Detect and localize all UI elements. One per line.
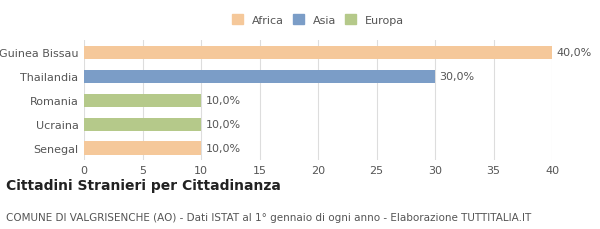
Text: 30,0%: 30,0% — [440, 72, 475, 82]
Text: 10,0%: 10,0% — [206, 96, 241, 106]
Text: 10,0%: 10,0% — [206, 143, 241, 153]
Text: Cittadini Stranieri per Cittadinanza: Cittadini Stranieri per Cittadinanza — [6, 178, 281, 192]
Bar — [84, 142, 201, 155]
Bar — [84, 118, 201, 131]
Bar — [84, 71, 435, 84]
Text: 10,0%: 10,0% — [206, 120, 241, 130]
Text: 40,0%: 40,0% — [557, 48, 592, 58]
Legend: Africa, Asia, Europa: Africa, Asia, Europa — [232, 15, 404, 26]
Bar — [84, 47, 552, 60]
Text: COMUNE DI VALGRISENCHE (AO) - Dati ISTAT al 1° gennaio di ogni anno - Elaborazio: COMUNE DI VALGRISENCHE (AO) - Dati ISTAT… — [6, 212, 531, 222]
Bar — [84, 94, 201, 107]
